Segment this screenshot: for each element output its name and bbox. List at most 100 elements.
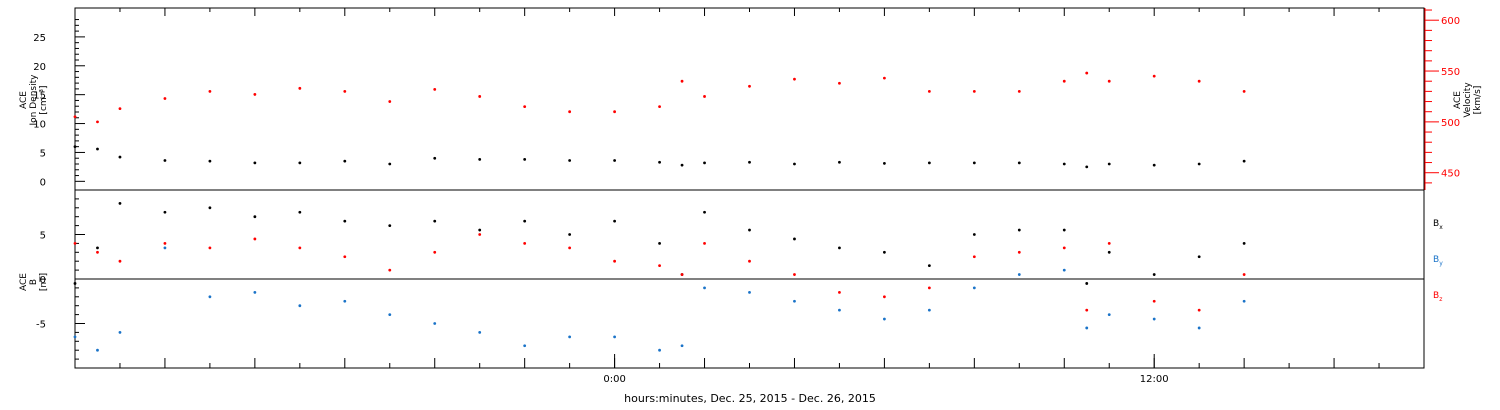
by-point xyxy=(658,348,661,352)
by-point xyxy=(1197,326,1201,330)
by-point xyxy=(253,290,257,294)
bz-point xyxy=(163,242,167,245)
velocity-point xyxy=(613,110,616,114)
density-point xyxy=(680,163,684,167)
bz-point xyxy=(658,264,661,268)
velocity-point xyxy=(568,110,572,114)
bz-point xyxy=(680,273,684,276)
bz-point xyxy=(523,242,527,245)
density-point xyxy=(883,162,886,165)
by-point xyxy=(703,286,706,290)
bx-point xyxy=(298,210,302,214)
bz-point xyxy=(1152,299,1156,303)
density-point xyxy=(838,160,841,164)
velocity-point xyxy=(1152,74,1156,78)
density-point xyxy=(1062,162,1066,166)
bx-point xyxy=(972,233,976,236)
velocity-point xyxy=(1085,71,1089,75)
bx-point xyxy=(1152,273,1156,276)
bx-point xyxy=(838,246,841,250)
density-point xyxy=(1242,159,1246,163)
by-point xyxy=(1085,326,1089,330)
by-point xyxy=(73,335,77,339)
by-point xyxy=(163,246,167,250)
by-point xyxy=(118,331,122,334)
velocity-axis-title: Velocity xyxy=(1463,82,1473,118)
bx-point xyxy=(163,210,167,214)
velocity-point xyxy=(703,95,706,98)
velocity-point xyxy=(1017,89,1021,93)
bz-point xyxy=(568,246,572,250)
by-point xyxy=(927,308,931,312)
by-point xyxy=(523,344,527,348)
density-point xyxy=(972,161,976,165)
b-tick-label: 0 xyxy=(40,275,46,286)
velocity-axis-title: [km/s] xyxy=(1473,86,1483,115)
bx-point xyxy=(1085,282,1089,285)
density-point xyxy=(298,161,302,165)
velocity-tick-label: 500 xyxy=(1441,118,1460,129)
bx-point xyxy=(883,250,886,254)
density-point xyxy=(343,159,347,163)
bx-point xyxy=(433,219,437,223)
density-tick-label: 10 xyxy=(33,120,46,131)
density-axis-title: [cm⁻³] xyxy=(39,85,49,114)
velocity-point xyxy=(523,105,527,109)
density-point xyxy=(163,159,167,162)
bz-point xyxy=(883,295,886,299)
bz-point xyxy=(478,233,482,236)
by-point xyxy=(1242,299,1246,303)
x-axis-label: hours:minutes, Dec. 25, 2015 - Dec. 26, … xyxy=(624,392,876,405)
density-point xyxy=(1197,162,1201,166)
legend-by: By xyxy=(1433,255,1443,267)
density-point xyxy=(1017,161,1021,165)
bz-point xyxy=(118,259,122,263)
bx-point xyxy=(613,219,616,223)
bx-point xyxy=(523,219,527,223)
bz-point xyxy=(96,250,99,254)
velocity-point xyxy=(883,76,886,80)
legend-bx: Bx xyxy=(1433,219,1443,231)
velocity-point xyxy=(253,93,257,96)
x-tick-label: 0:00 xyxy=(603,374,625,385)
velocity-point xyxy=(208,89,212,93)
velocity-point xyxy=(1197,79,1201,83)
velocity-tick-label: 450 xyxy=(1441,169,1460,180)
bx-point xyxy=(793,237,796,241)
b-axis-title: [nT] xyxy=(39,273,49,291)
density-point xyxy=(478,157,482,161)
by-point xyxy=(208,295,212,299)
density-tick-label: 0 xyxy=(40,177,46,188)
by-point xyxy=(388,313,392,316)
bx-point xyxy=(388,224,392,228)
bz-point xyxy=(208,246,212,250)
bz-point xyxy=(298,246,302,250)
bx-point xyxy=(208,206,212,210)
density-point xyxy=(658,160,661,164)
bx-point xyxy=(253,215,257,219)
velocity-point xyxy=(388,100,392,103)
density-point xyxy=(568,159,572,162)
velocity-point xyxy=(1062,79,1066,83)
bz-point xyxy=(927,286,931,290)
by-point xyxy=(1017,273,1021,276)
by-point xyxy=(613,335,616,339)
velocity-point xyxy=(1242,89,1246,93)
bx-point xyxy=(478,228,482,232)
velocity-point xyxy=(478,95,482,98)
density-point xyxy=(1107,162,1111,166)
bx-point xyxy=(1197,255,1201,259)
velocity-point xyxy=(433,87,437,91)
by-point xyxy=(793,299,796,303)
bx-point xyxy=(1107,250,1111,254)
bz-point xyxy=(1085,308,1089,312)
by-point xyxy=(838,308,841,312)
bx-point xyxy=(703,210,706,214)
bx-point xyxy=(118,201,122,205)
density-point xyxy=(793,162,796,166)
velocity-point xyxy=(73,115,77,119)
legend-bz: Bz xyxy=(1433,291,1442,303)
density-point xyxy=(523,157,527,161)
b-axis-title: B xyxy=(29,279,39,285)
velocity-tick-label: 550 xyxy=(1441,67,1460,78)
